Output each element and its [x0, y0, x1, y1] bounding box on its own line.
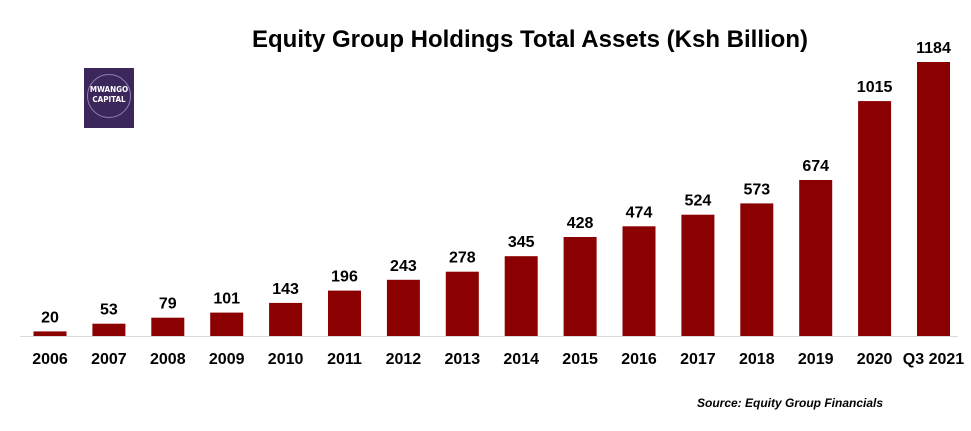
chart-title: Equity Group Holdings Total Assets (Ksh …	[251, 26, 808, 53]
x-tick-label-2016: 2016	[621, 351, 657, 368]
data-label-2012: 243	[390, 258, 417, 275]
x-tick-label-2009: 2009	[209, 351, 245, 368]
data-label-2020: 1015	[857, 79, 893, 96]
x-tick-label-2010: 2010	[268, 351, 304, 368]
x-tick-label-2014: 2014	[503, 351, 539, 368]
data-label-2007: 53	[100, 302, 118, 319]
bar-2014	[504, 256, 538, 336]
bar-q3-2021	[917, 62, 950, 336]
x-tick-label-2011: 2011	[327, 351, 362, 368]
bar-2012	[386, 279, 420, 336]
bar-2010	[269, 302, 303, 336]
x-tick-label-q3-2021: Q3 2021	[903, 351, 964, 368]
x-tick-label-2006: 2006	[32, 351, 68, 368]
data-label-2010: 143	[272, 281, 299, 298]
data-label-2015: 428	[567, 215, 594, 232]
logo-line-2: CAPITAL	[92, 95, 126, 104]
value-labels-group: 20 53 79 101 143 196 243 278 345 428 474 524 573 674 1…	[41, 40, 951, 326]
data-label-2013: 278	[449, 250, 476, 267]
data-label-2016: 474	[626, 204, 653, 221]
data-label-q3-2021: 1184	[916, 40, 951, 57]
bars-group	[33, 62, 950, 336]
data-label-2017: 524	[685, 193, 712, 210]
data-label-2011: 196	[331, 269, 358, 286]
x-tick-label-2012: 2012	[386, 351, 422, 368]
bar-2017	[681, 214, 715, 336]
x-tick-label-2019: 2019	[798, 351, 834, 368]
bar-2019	[799, 180, 833, 336]
bar-2006	[33, 331, 67, 336]
logo-line-1: MWANGO	[89, 85, 129, 94]
x-tick-label-2008: 2008	[150, 351, 186, 368]
x-tick-label-2018: 2018	[739, 351, 775, 368]
x-tick-labels-group: 2006 2007 2008 2009 2010 2011 2012 2013 2014 2015…	[32, 351, 964, 368]
x-tick-label-2020: 2020	[857, 351, 893, 368]
data-label-2018: 573	[743, 181, 770, 198]
logo-ring	[87, 74, 131, 118]
bar-2018	[740, 203, 774, 336]
bar-2007	[92, 323, 126, 336]
bar-2013	[445, 271, 479, 336]
bar-2011	[328, 290, 361, 336]
data-label-2014: 345	[508, 234, 535, 251]
data-label-2006: 20	[41, 309, 59, 326]
x-tick-label-2015: 2015	[562, 351, 598, 368]
x-tick-label-2013: 2013	[445, 351, 481, 368]
data-label-2019: 674	[802, 158, 829, 175]
bar-2015	[563, 237, 597, 336]
bar-2008	[151, 317, 185, 336]
bar-2009	[210, 312, 244, 336]
source-note: Source: Equity Group Financials	[697, 396, 884, 410]
bar-2016	[622, 226, 656, 336]
data-label-2008: 79	[159, 296, 177, 313]
x-tick-label-2017: 2017	[680, 351, 716, 368]
bar-2020	[858, 101, 892, 336]
x-tick-label-2007: 2007	[91, 351, 127, 368]
mwango-capital-logo: MWANGO CAPITAL	[84, 68, 134, 128]
data-label-2009: 101	[213, 291, 240, 308]
logo-text: MWANGO CAPITAL	[84, 85, 134, 105]
